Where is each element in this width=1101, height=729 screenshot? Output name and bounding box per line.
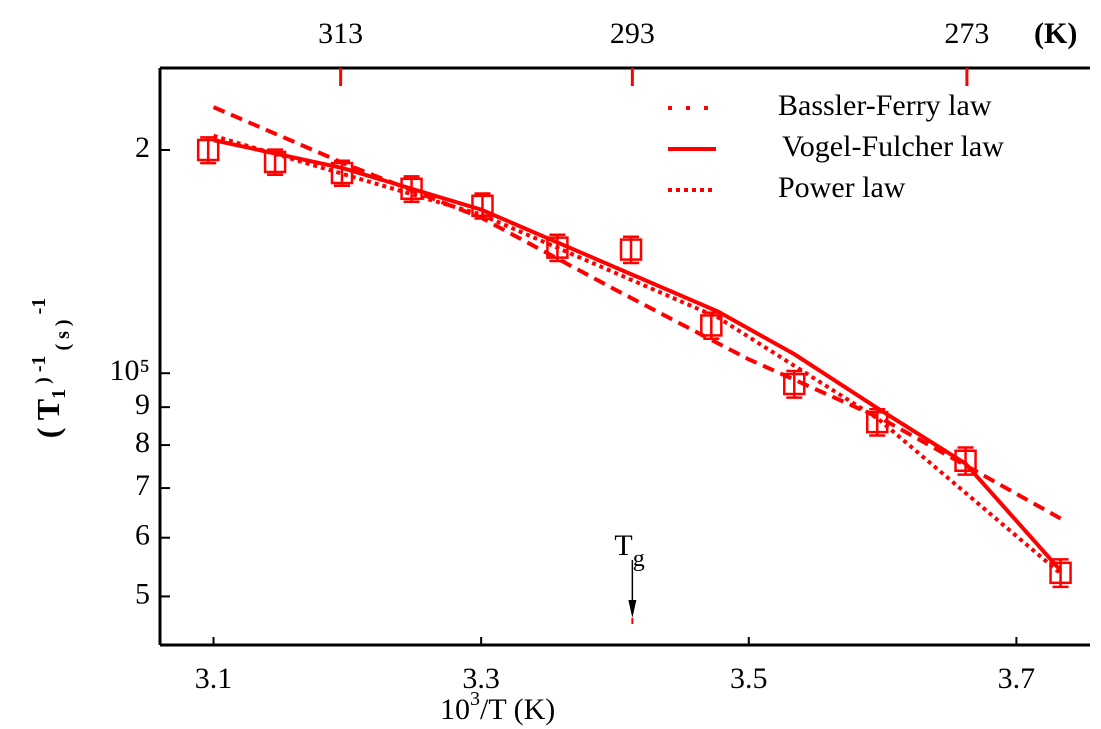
- x2-tick-label: 293: [610, 17, 655, 50]
- error-bar: [474, 192, 491, 220]
- data-point: [783, 372, 806, 396]
- data-point: [700, 314, 723, 337]
- x-label-sup: 3: [470, 688, 480, 710]
- x-label-base: 10: [440, 693, 470, 726]
- annotation-sub: g: [633, 546, 645, 572]
- data-point: [400, 177, 423, 201]
- error-bar: [403, 175, 420, 204]
- y-tick-label: 8: [135, 426, 150, 459]
- x-label-rest: /T (K): [480, 693, 555, 726]
- y-label-part: -1: [28, 298, 50, 315]
- error-bar: [333, 159, 350, 187]
- data-point: [471, 194, 494, 218]
- y-label-part: ): [32, 372, 54, 389]
- data-point: [263, 150, 287, 174]
- x-tick-label: 3.1: [195, 662, 233, 695]
- x-tick-label: 3.3: [462, 662, 500, 695]
- annotation-arrowhead: [628, 600, 637, 618]
- data-point: [1049, 561, 1072, 585]
- fit-line: [212, 105, 1062, 521]
- error-bar: [267, 148, 284, 177]
- data-point: [330, 161, 354, 185]
- fit-line: [213, 138, 1063, 572]
- legend-label: Vogel-Fulcher law: [782, 130, 1004, 163]
- data-point: [546, 236, 569, 259]
- y-tick-label: 7: [135, 469, 150, 502]
- y-label-part: 1: [48, 389, 70, 399]
- y-tick-label: 5: [135, 577, 150, 610]
- data-point: [619, 238, 643, 261]
- x-axis-label: 103/T (K): [440, 688, 555, 726]
- x2-unit: (K): [1034, 17, 1077, 50]
- y-tick-label: 2: [135, 131, 150, 164]
- legend-label: Bassler-Ferry law: [778, 89, 992, 122]
- y-tick-label: 10⁵: [110, 354, 150, 387]
- x2-tick-label: 313: [318, 17, 363, 50]
- fit-line: [212, 133, 1062, 575]
- y-axis-label: ( T1 ) -1 ( s ) -1: [28, 298, 74, 439]
- legend-label: Power law: [778, 171, 906, 204]
- x-tick-label: 3.5: [730, 662, 768, 695]
- annotation: Tg: [614, 529, 644, 572]
- data-point: [865, 410, 889, 434]
- y-label-part: ( T: [30, 399, 66, 438]
- y-label-part: ( s ): [52, 314, 74, 355]
- x2-tick-label: 273: [944, 17, 989, 50]
- y-tick-label: 9: [135, 388, 150, 421]
- y-tick-label: 6: [135, 519, 150, 552]
- data-point: [954, 449, 977, 472]
- annotation-main: T: [614, 529, 632, 562]
- data-point: [196, 138, 220, 162]
- x-tick-label: 3.7: [998, 662, 1036, 695]
- y-label-part: -1: [28, 356, 50, 373]
